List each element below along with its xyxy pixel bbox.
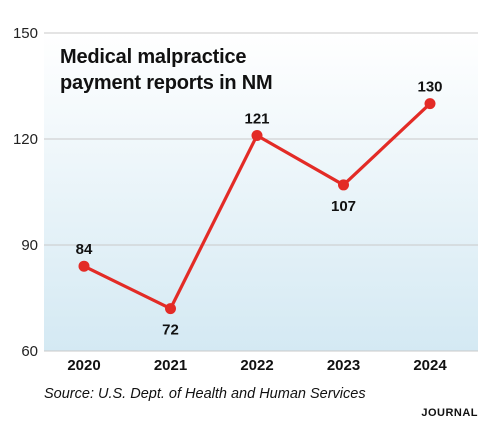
data-point-2023: [338, 179, 349, 191]
data-point-2024: [424, 98, 436, 110]
data-point-2020: [78, 260, 90, 272]
series-line-layer: [78, 98, 436, 315]
source-note: Source: U.S. Dept. of Health and Human S…: [44, 386, 366, 402]
brand-logo: JOURNAL: [421, 407, 478, 419]
y-tick-label-150: 150: [13, 25, 38, 42]
data-point-2022: [251, 129, 263, 141]
data-label-2021: 72: [162, 322, 179, 339]
y-tick-label-60: 60: [21, 343, 38, 360]
data-label-2024: 130: [417, 79, 442, 96]
data-label-2023: 107: [331, 198, 356, 215]
x-tick-label-2022: 2022: [240, 357, 273, 374]
chart-title: Medical malpractice payment reports in N…: [60, 46, 273, 94]
x-tick-label-2021: 2021: [154, 357, 187, 374]
data-label-2020: 84: [76, 241, 93, 258]
plot-background: [44, 33, 478, 351]
y-tick-label-90: 90: [21, 237, 38, 254]
x-axis-ticks: 2020 2021 2022 2023 2024: [67, 357, 447, 374]
x-tick-label-2024: 2024: [413, 357, 447, 374]
x-tick-label-2023: 2023: [327, 357, 360, 374]
data-point-2021: [165, 303, 176, 315]
y-tick-label-120: 120: [13, 131, 38, 148]
x-tick-label-2020: 2020: [67, 357, 100, 374]
y-axis-ticks: 60 90 120 150: [13, 25, 38, 360]
data-label-2022: 121: [244, 110, 269, 127]
data-label-layer: 84 72 121 107 130: [76, 79, 443, 339]
